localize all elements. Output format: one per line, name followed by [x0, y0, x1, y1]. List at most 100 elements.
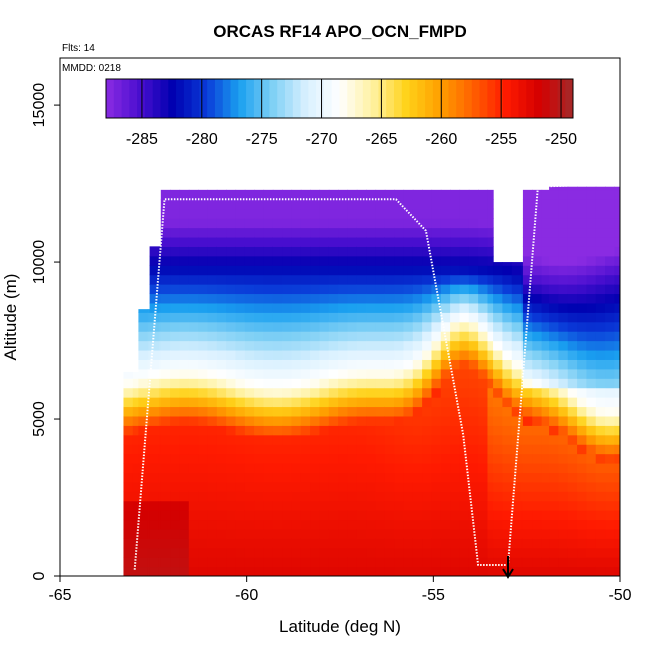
heatmap-cell: [254, 547, 265, 558]
heatmap-cell: [149, 340, 160, 351]
heatmap-cell: [412, 227, 423, 238]
heatmap-cell: [300, 434, 311, 445]
heatmap-cell: [595, 538, 606, 549]
heatmap-cell: [198, 255, 209, 266]
heatmap-cell: [487, 312, 494, 323]
heatmap-cell: [468, 510, 479, 521]
heatmap-cell: [356, 434, 367, 445]
heatmap-cell: [179, 387, 190, 398]
heatmap-cell: [384, 265, 395, 276]
heatmap-cell: [605, 186, 615, 191]
heatmap-cell: [614, 359, 620, 370]
heatmap-cell: [207, 236, 218, 247]
heatmap-cell: [558, 519, 569, 530]
heatmap-cell: [394, 425, 405, 436]
heatmap-cell: [384, 302, 395, 313]
heatmap-cell: [440, 453, 451, 464]
heatmap-cell: [478, 378, 489, 389]
heatmap-cell: [244, 312, 255, 323]
heatmap-cell: [541, 208, 550, 219]
heatmap-cell: [375, 218, 386, 229]
heatmap-cell: [170, 491, 181, 502]
heatmap-cell: [300, 557, 311, 568]
heatmap-cell: [541, 453, 550, 464]
heatmap-cell: [254, 293, 265, 304]
heatmap-cell: [595, 491, 606, 502]
heatmap-cell: [226, 453, 237, 464]
heatmap-cell: [272, 274, 283, 285]
heatmap-cell: [450, 274, 461, 285]
heatmap-cell: [272, 538, 283, 549]
heatmap-cell: [567, 491, 578, 502]
heatmap-cell: [567, 321, 578, 332]
heatmap-cell: [605, 444, 615, 455]
heatmap-cell: [138, 368, 149, 379]
heatmap-cell: [412, 265, 423, 276]
heatmap-cell: [558, 246, 569, 257]
heatmap-cell: [244, 349, 255, 360]
heatmap-cell: [170, 359, 181, 370]
heatmap-cell: [138, 378, 149, 389]
heatmap-cell: [450, 566, 461, 576]
heatmap-cell: [487, 255, 494, 266]
colorbar-swatch: [152, 79, 161, 118]
heatmap-cell: [431, 378, 442, 389]
heatmap-cell: [282, 246, 293, 257]
heatmap-cell: [422, 321, 433, 332]
heatmap-cell: [450, 491, 461, 502]
heatmap-cell: [511, 262, 522, 266]
heatmap-cell: [577, 462, 587, 473]
heatmap-cell: [440, 368, 451, 379]
heatmap-cell: [291, 406, 302, 417]
heatmap-cell: [226, 434, 237, 445]
heatmap-cell: [254, 425, 265, 436]
heatmap-cell: [440, 359, 451, 370]
heatmap-cell: [338, 519, 349, 530]
heatmap-cell: [207, 566, 218, 576]
colorbar-swatch: [479, 79, 488, 118]
heatmap-cell: [216, 246, 227, 257]
heatmap-cell: [459, 349, 470, 360]
heatmap-cell: [310, 397, 321, 408]
heatmap-cell: [567, 236, 578, 247]
heatmap-cell: [614, 208, 620, 219]
heatmap-cell: [522, 538, 533, 549]
heatmap-cell: [226, 406, 237, 417]
heatmap-cell: [328, 218, 339, 229]
heatmap-cell: [577, 481, 587, 492]
heatmap-cell: [244, 519, 255, 530]
heatmap-cell: [310, 444, 321, 455]
heatmap-cell: [549, 312, 559, 323]
heatmap-cell: [254, 199, 265, 210]
heatmap-cell: [605, 321, 615, 332]
heatmap-cell: [226, 462, 237, 473]
heatmap-cell: [567, 274, 578, 285]
heatmap-cell: [226, 284, 237, 295]
heatmap-cell: [586, 331, 597, 342]
heatmap-cell: [493, 462, 503, 473]
heatmap-cell: [300, 462, 311, 473]
heatmap-cell: [493, 434, 503, 445]
colorbar-swatch: [121, 79, 130, 118]
heatmap-cell: [138, 481, 149, 492]
heatmap-cell: [244, 425, 255, 436]
heatmap-cell: [577, 199, 587, 210]
heatmap-cell: [291, 359, 302, 370]
heatmap-cell: [158, 321, 162, 332]
heatmap-cell: [179, 491, 190, 502]
heatmap-cell: [291, 368, 302, 379]
heatmap-cell: [319, 255, 330, 266]
heatmap-cell: [403, 284, 414, 295]
heatmap-cell: [366, 462, 377, 473]
heatmap-cell: [567, 462, 578, 473]
heatmap-cell: [549, 510, 559, 521]
heatmap-cell: [459, 547, 470, 558]
heatmap-cell: [244, 415, 255, 426]
heatmap-cell: [147, 547, 151, 558]
heatmap-cell: [605, 274, 615, 285]
heatmap-cell: [450, 472, 461, 483]
heatmap-cell: [158, 434, 162, 445]
heatmap-cell: [431, 331, 442, 342]
heatmap-cell: [522, 415, 533, 426]
heatmap-cell: [541, 255, 550, 266]
